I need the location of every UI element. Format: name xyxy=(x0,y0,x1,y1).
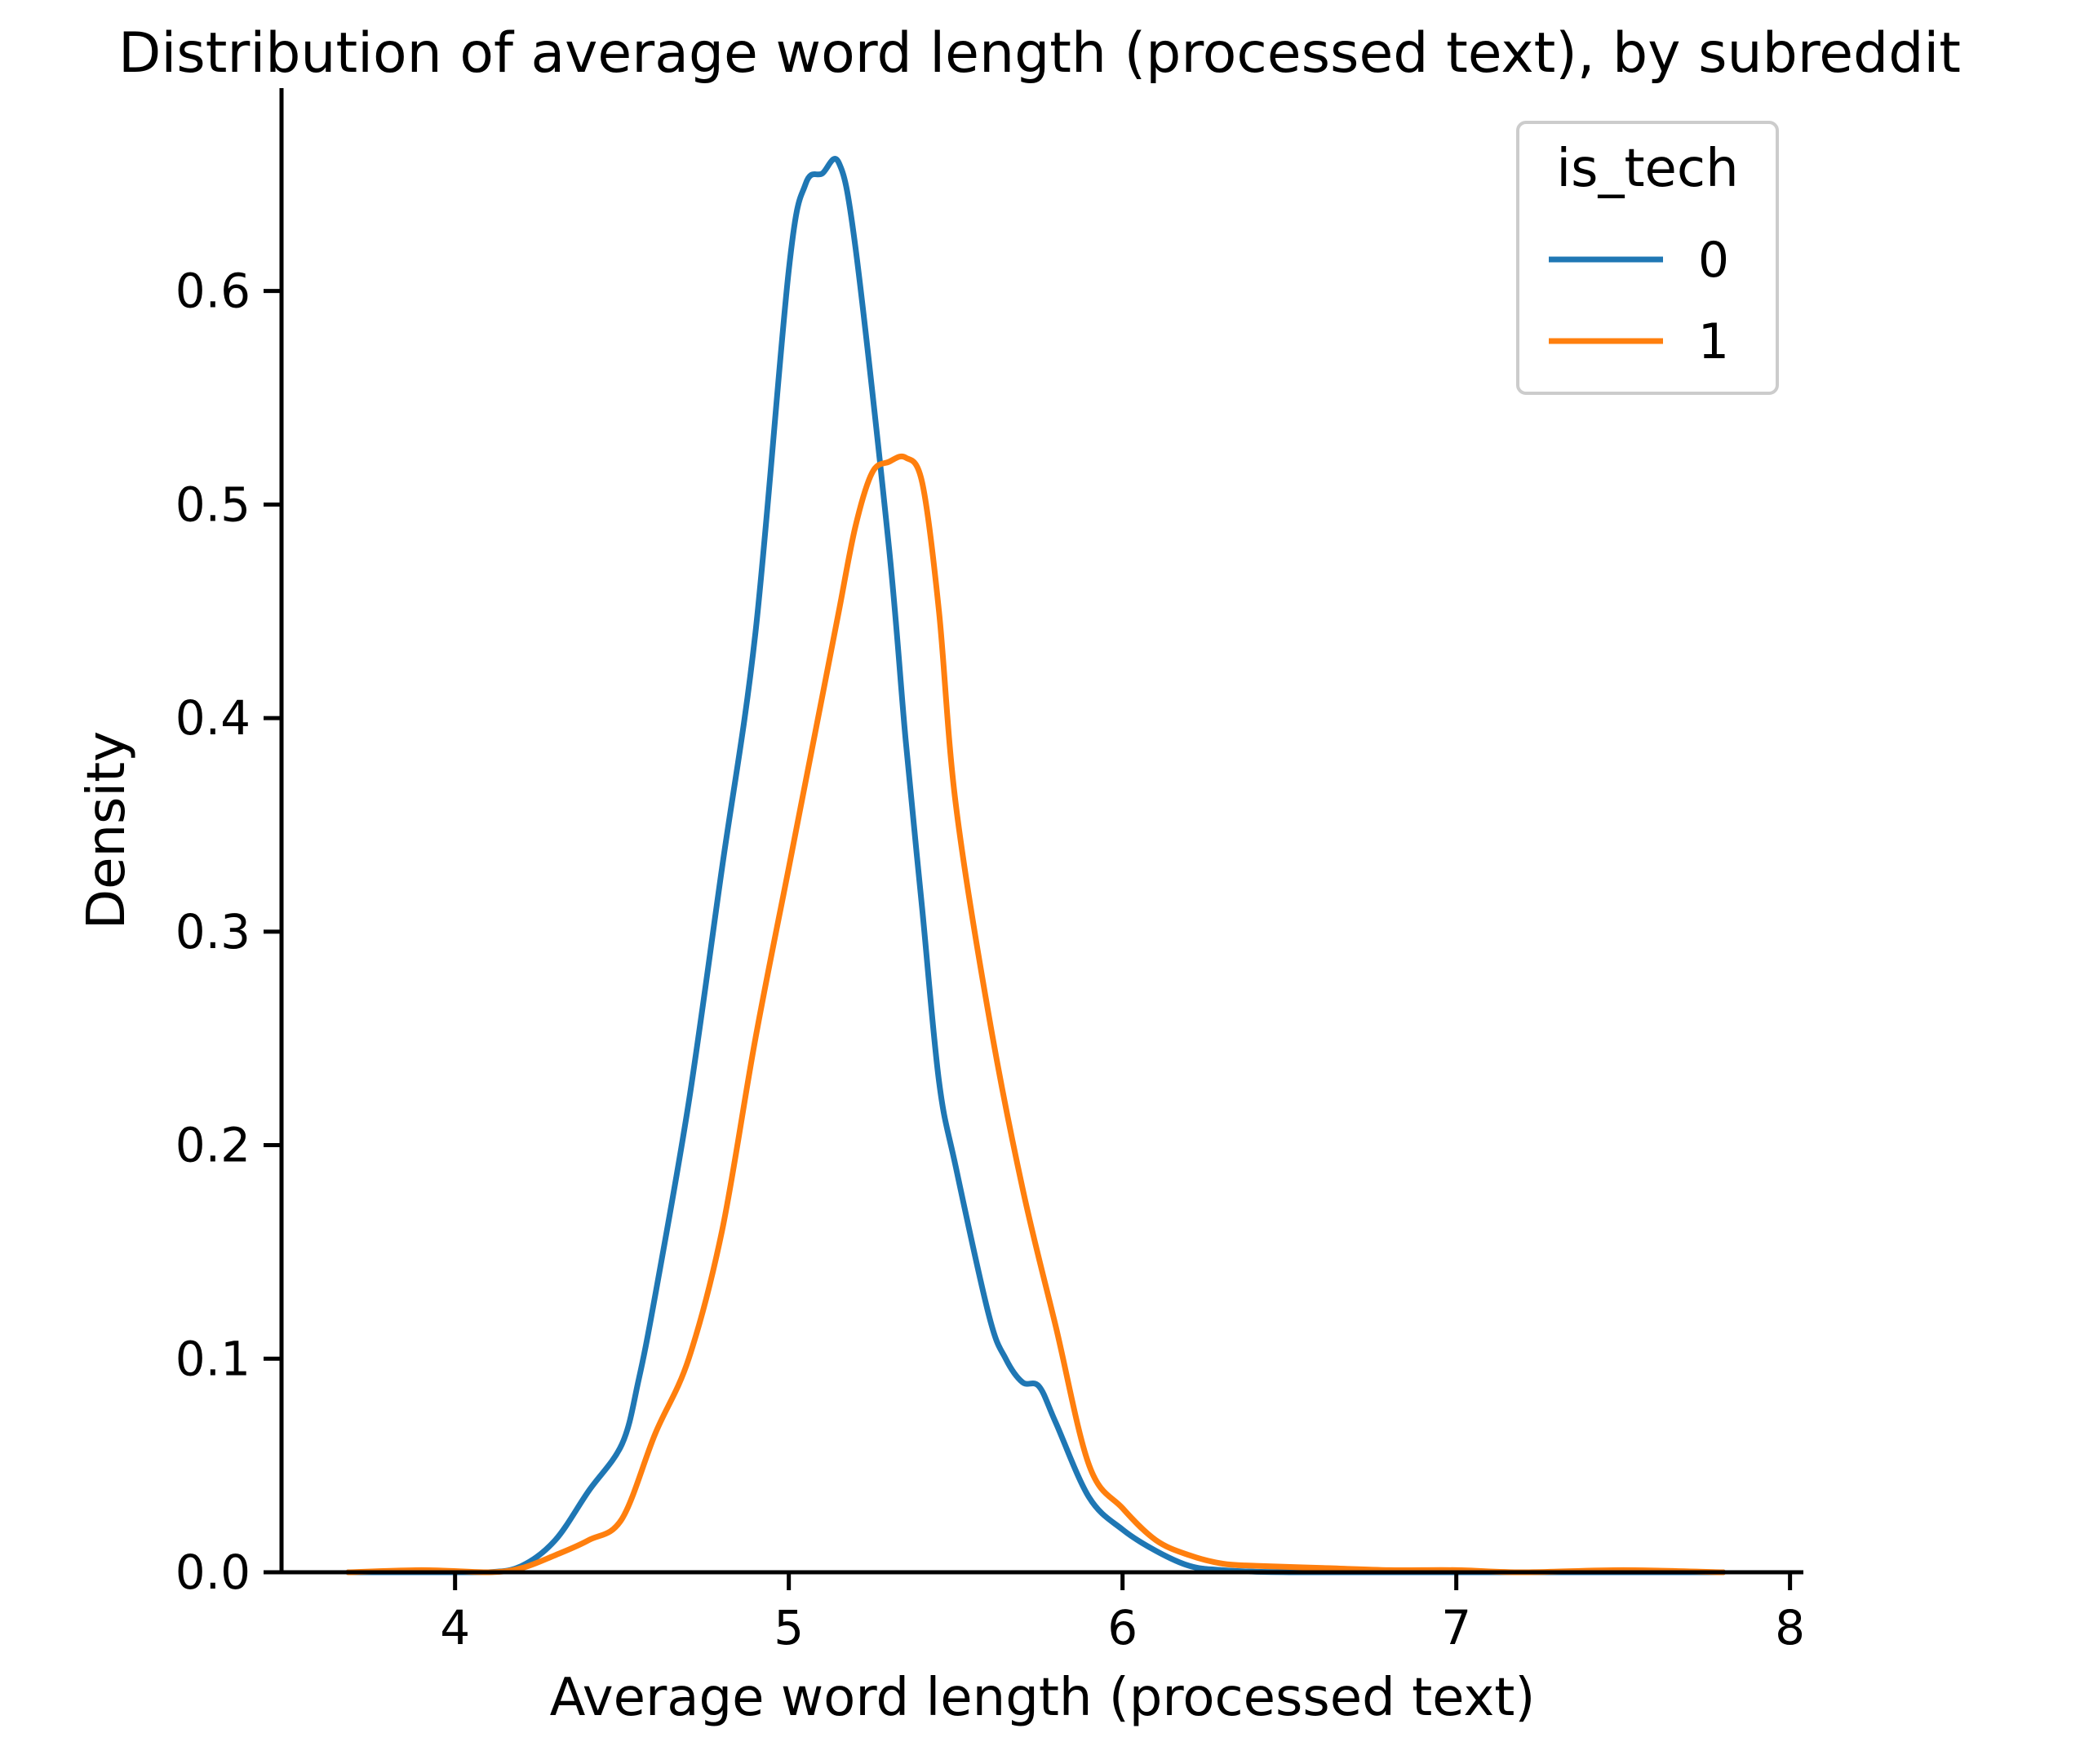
y-tick-label: 0.5 xyxy=(175,476,251,532)
legend-label-0: 0 xyxy=(1698,232,1729,289)
x-tick-label: 6 xyxy=(1107,1600,1138,1655)
x-tick-label: 4 xyxy=(440,1600,470,1655)
series-layer xyxy=(345,156,1727,1576)
series-line-1 xyxy=(345,453,1727,1576)
x-axis-label: Average word length (processed text) xyxy=(550,1668,1536,1728)
x-tick-label: 5 xyxy=(774,1600,804,1655)
legend-title: is_tech xyxy=(1556,139,1738,199)
legend-label-1: 1 xyxy=(1698,313,1729,370)
x-tick-label: 8 xyxy=(1775,1600,1805,1655)
y-tick-label: 0.3 xyxy=(175,904,251,960)
y-axis-ticks: 0.0 0.1 0.2 0.3 0.4 0.5 0.6 xyxy=(175,264,282,1600)
y-tick-label: 0.1 xyxy=(175,1331,251,1386)
y-axis-label: Density xyxy=(77,731,137,929)
y-tick-label: 0.2 xyxy=(175,1118,251,1173)
chart-title: Distribution of average word length (pro… xyxy=(118,21,1961,86)
y-tick-label: 0.4 xyxy=(175,690,251,746)
y-tick-label: 0.0 xyxy=(175,1545,251,1600)
series-line-0 xyxy=(345,156,1727,1576)
y-tick-label: 0.6 xyxy=(175,264,251,319)
legend: is_tech 01 xyxy=(1516,121,1779,395)
x-tick-label: 7 xyxy=(1441,1600,1471,1655)
x-axis-ticks: 4 5 6 7 8 xyxy=(440,1572,1805,1655)
legend-items: 01 xyxy=(1549,232,1729,370)
